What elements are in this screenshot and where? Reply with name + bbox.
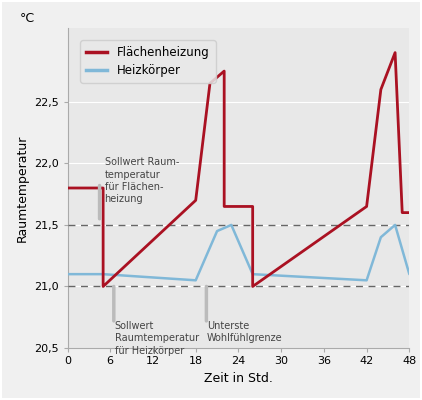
Text: °C: °C (20, 12, 35, 25)
Text: Sollwert
Raumtemperatur
für Heizkörper: Sollwert Raumtemperatur für Heizkörper (114, 321, 199, 356)
Text: Sollwert Raum-
temperatur
für Flächen-
heizung: Sollwert Raum- temperatur für Flächen- h… (105, 157, 179, 204)
X-axis label: Zeit in Std.: Zeit in Std. (204, 372, 273, 385)
Legend: Flächenheizung, Heizkörper: Flächenheizung, Heizkörper (80, 40, 216, 83)
Y-axis label: Raumtemperatur: Raumtemperatur (16, 134, 29, 242)
Text: Unterste
Wohlfühlgrenze: Unterste Wohlfühlgrenze (207, 321, 283, 343)
